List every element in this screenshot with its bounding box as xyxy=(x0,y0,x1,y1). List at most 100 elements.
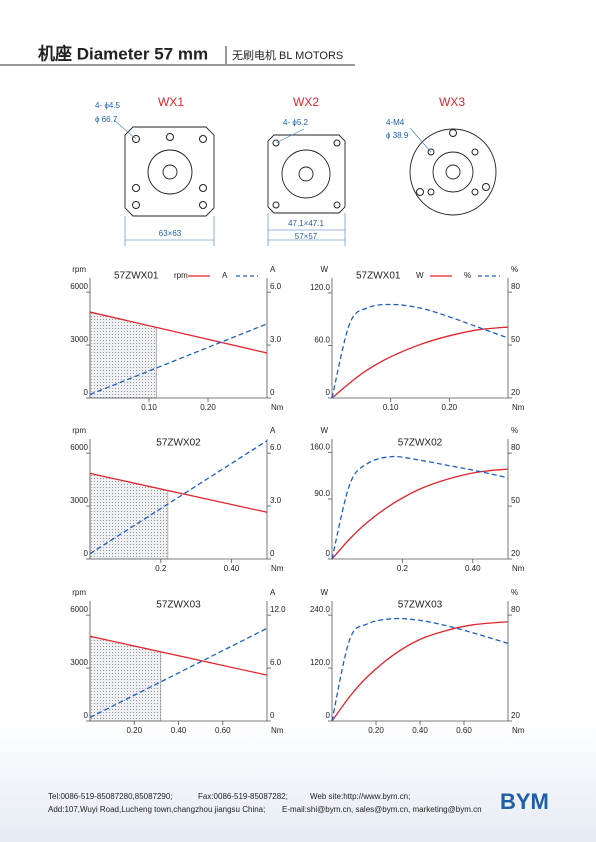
x-axis-label: Nm xyxy=(271,564,284,573)
y2-tick-label: 80 xyxy=(511,443,520,452)
chart-title: 57ZWX03 xyxy=(156,600,201,611)
logo: BYM xyxy=(500,789,549,814)
x-tick-label: 0.40 xyxy=(465,564,481,573)
y-tick-label: 0 xyxy=(326,549,331,558)
y-axis-label: W xyxy=(320,265,328,274)
dimension-lines xyxy=(267,128,346,246)
x-tick-label: 0.10 xyxy=(141,403,157,412)
x-tick-label: 0.40 xyxy=(412,726,428,735)
y-axis-label: rpm xyxy=(72,265,86,274)
chart-title: 57ZWX02 xyxy=(156,438,201,449)
y2-tick-label: 6.0 xyxy=(270,443,282,452)
drawing-note: ϕ 66.7 xyxy=(95,115,118,124)
chart-title: 57ZWX01 xyxy=(356,271,401,282)
y-axis-label: rpm xyxy=(72,426,86,435)
page-title: 机座 Diameter 57 mm xyxy=(38,43,208,63)
y-tick-label: 0 xyxy=(326,388,331,397)
shaft xyxy=(162,164,178,180)
y2-tick-label: 3.0 xyxy=(270,335,282,344)
y2-tick-label: 50 xyxy=(511,496,520,505)
y2-tick-label: 20 xyxy=(511,549,520,558)
chart-title: 57ZWX02 xyxy=(398,438,443,449)
y-tick-label: 60.0 xyxy=(314,336,330,345)
y2-axis-label: A xyxy=(270,265,276,274)
drawing-note: 63×63 xyxy=(159,229,182,238)
x-tick-label: 0.60 xyxy=(215,726,231,735)
y2-axis-label: % xyxy=(511,265,518,274)
y2-tick-label: 0 xyxy=(270,711,275,720)
y-tick-label: 160.0 xyxy=(310,442,331,451)
y2-tick-label: 3.0 xyxy=(270,496,282,505)
dimension-lines xyxy=(409,127,432,153)
drawing-label: WX1 xyxy=(158,95,184,109)
x-tick-label: 0.60 xyxy=(456,726,472,735)
y-tick-label: 90.0 xyxy=(314,489,330,498)
drawing-label: WX3 xyxy=(439,95,465,109)
x-tick-label: 0.2 xyxy=(397,564,409,573)
y-tick-label: 240.0 xyxy=(310,605,331,614)
y2-tick-label: 80 xyxy=(511,282,520,291)
y2-axis-label: % xyxy=(511,588,518,597)
series-line xyxy=(89,311,268,354)
drawing-note: 4- ϕ5.2 xyxy=(283,118,308,127)
y-tick-label: 6000 xyxy=(70,443,88,452)
legend-label: % xyxy=(464,271,471,280)
y-tick-label: 0 xyxy=(84,388,89,397)
x-tick-label: 0.20 xyxy=(442,403,458,412)
footer-fax: Fax:0086-519-85087282; xyxy=(198,792,288,801)
footer-tel: Tel:0086-519-85087280,85087290; xyxy=(48,792,173,801)
x-axis-label: Nm xyxy=(271,403,284,412)
x-axis-label: Nm xyxy=(512,564,525,573)
x-tick-label: 0.40 xyxy=(224,564,240,573)
y-tick-label: 6000 xyxy=(70,605,88,614)
y-tick-label: 3000 xyxy=(70,496,88,505)
y2-axis-label: % xyxy=(511,426,518,435)
page-subtitle: 无刷电机 BL MOTORS xyxy=(232,48,343,62)
y2-axis-label: A xyxy=(270,588,276,597)
drawing-label: WX2 xyxy=(293,95,319,109)
series-line xyxy=(331,468,509,560)
legend-label: rpm xyxy=(174,271,188,280)
drawing-note: 57×57 xyxy=(295,232,318,241)
series-line xyxy=(331,303,509,399)
drawing-note: ϕ 38.9 xyxy=(386,131,409,140)
y-tick-label: 6000 xyxy=(70,282,88,291)
y2-tick-label: 20 xyxy=(511,711,520,720)
series-line xyxy=(331,455,509,560)
holes xyxy=(416,129,490,196)
y-tick-label: 0 xyxy=(326,711,331,720)
x-tick-label: 0.20 xyxy=(368,726,384,735)
y2-tick-label: 80 xyxy=(511,605,520,614)
series-line xyxy=(331,617,509,722)
legend-label: A xyxy=(222,271,228,280)
drawing-note: 4- ϕ4.5 xyxy=(95,101,120,110)
y-axis-label: rpm xyxy=(72,588,86,597)
series-line xyxy=(331,621,509,722)
x-axis-label: Nm xyxy=(512,726,525,735)
y2-tick-label: 6.0 xyxy=(270,658,282,667)
x-tick-label: 0.40 xyxy=(171,726,187,735)
shaft xyxy=(298,166,314,182)
chart-title: 57ZWX01 xyxy=(114,271,159,282)
footer-email: E-mail:shi@bym.cn, sales@bym.cn, marketi… xyxy=(282,805,482,814)
y2-tick-label: 12.0 xyxy=(270,605,286,614)
footer-address: Add:107,Wuyi Road,Lucheng town,changzhou… xyxy=(48,805,265,814)
x-axis-label: Nm xyxy=(271,726,284,735)
x-tick-label: 0.10 xyxy=(383,403,399,412)
y-tick-label: 120.0 xyxy=(310,283,331,292)
dimension-lines xyxy=(113,119,215,246)
x-axis-label: Nm xyxy=(512,403,525,412)
y2-tick-label: 50 xyxy=(511,335,520,344)
series-line xyxy=(331,326,509,399)
series-line xyxy=(89,627,268,719)
y-tick-label: 120.0 xyxy=(310,658,331,667)
y-tick-label: 0 xyxy=(84,549,89,558)
x-tick-label: 0.20 xyxy=(200,403,216,412)
shaft xyxy=(445,164,461,180)
footer-web: Web site:http://www.bym.cn; xyxy=(310,792,410,801)
y2-axis-label: A xyxy=(270,426,276,435)
series-line xyxy=(89,635,268,676)
y2-tick-label: 0 xyxy=(270,549,275,558)
drawing-note: 47.1×47.1 xyxy=(288,219,324,228)
